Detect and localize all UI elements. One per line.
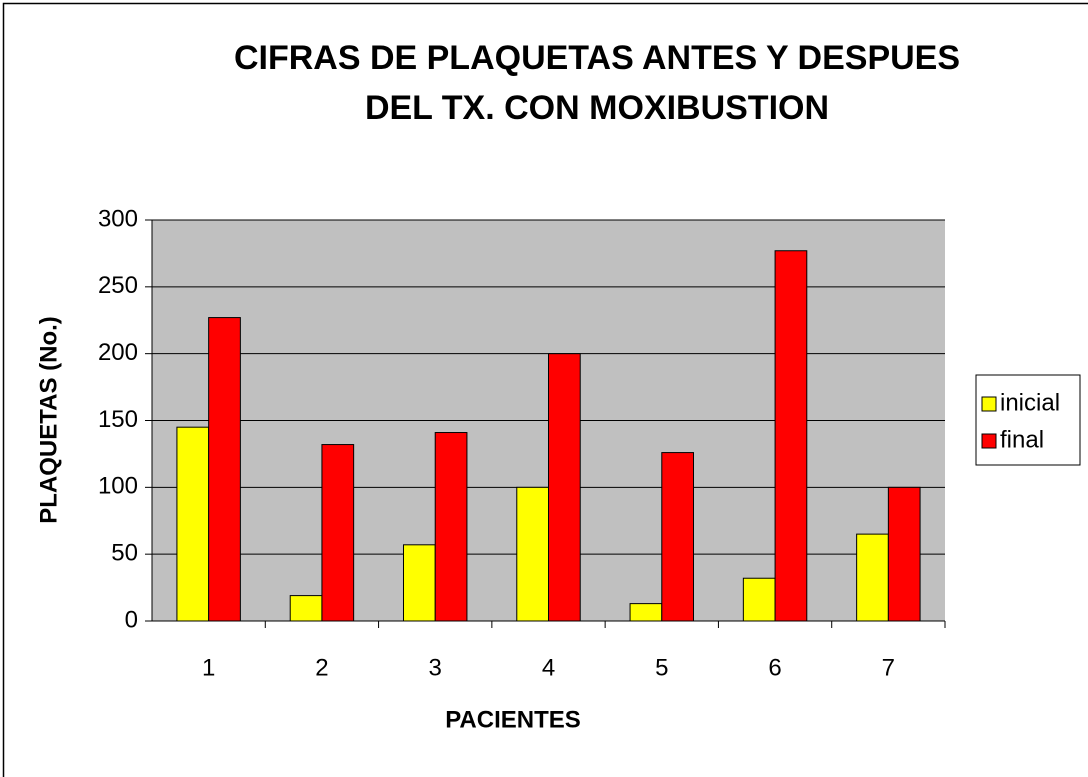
y-tick-label: 50 [111,540,138,567]
bar [516,486,550,622]
bar [289,595,323,622]
chart-title: DEL TX. CON MOXIBUSTION [365,89,829,127]
y-tick-label: 300 [98,205,138,232]
legend-swatch [981,396,997,412]
chart-title: CIFRAS DE PLAQUETAS ANTES Y DESPUES [234,39,960,77]
legend-swatch [981,433,997,449]
bar [434,432,468,622]
x-tick-label: 6 [768,654,781,681]
bar [887,486,921,622]
bar [208,317,241,622]
y-tick-label: 250 [98,272,138,299]
x-tick-label: 5 [655,654,668,681]
y-axis-title: PLAQUETAS (No.) [35,316,62,524]
bar [548,353,581,622]
bar [742,577,776,622]
x-tick-label: 7 [882,654,895,681]
bar [629,603,663,622]
legend-box [975,374,1081,466]
bar [774,250,808,622]
bar [321,444,355,622]
y-tick-label: 200 [98,339,138,366]
bar [856,533,889,622]
bar [176,426,210,622]
x-tick-label: 1 [202,654,215,681]
x-tick-label: 2 [315,654,328,681]
y-tick-label: 0 [125,606,138,633]
bar [402,544,436,622]
legend-label: inicial [1000,389,1060,416]
x-axis-title: PACIENTES [445,706,581,733]
legend-label: final [1000,426,1044,453]
y-tick-label: 100 [98,473,138,500]
bar [661,452,695,622]
y-tick-label: 150 [98,406,138,433]
x-tick-label: 4 [542,654,555,681]
x-tick-label: 3 [429,654,442,681]
